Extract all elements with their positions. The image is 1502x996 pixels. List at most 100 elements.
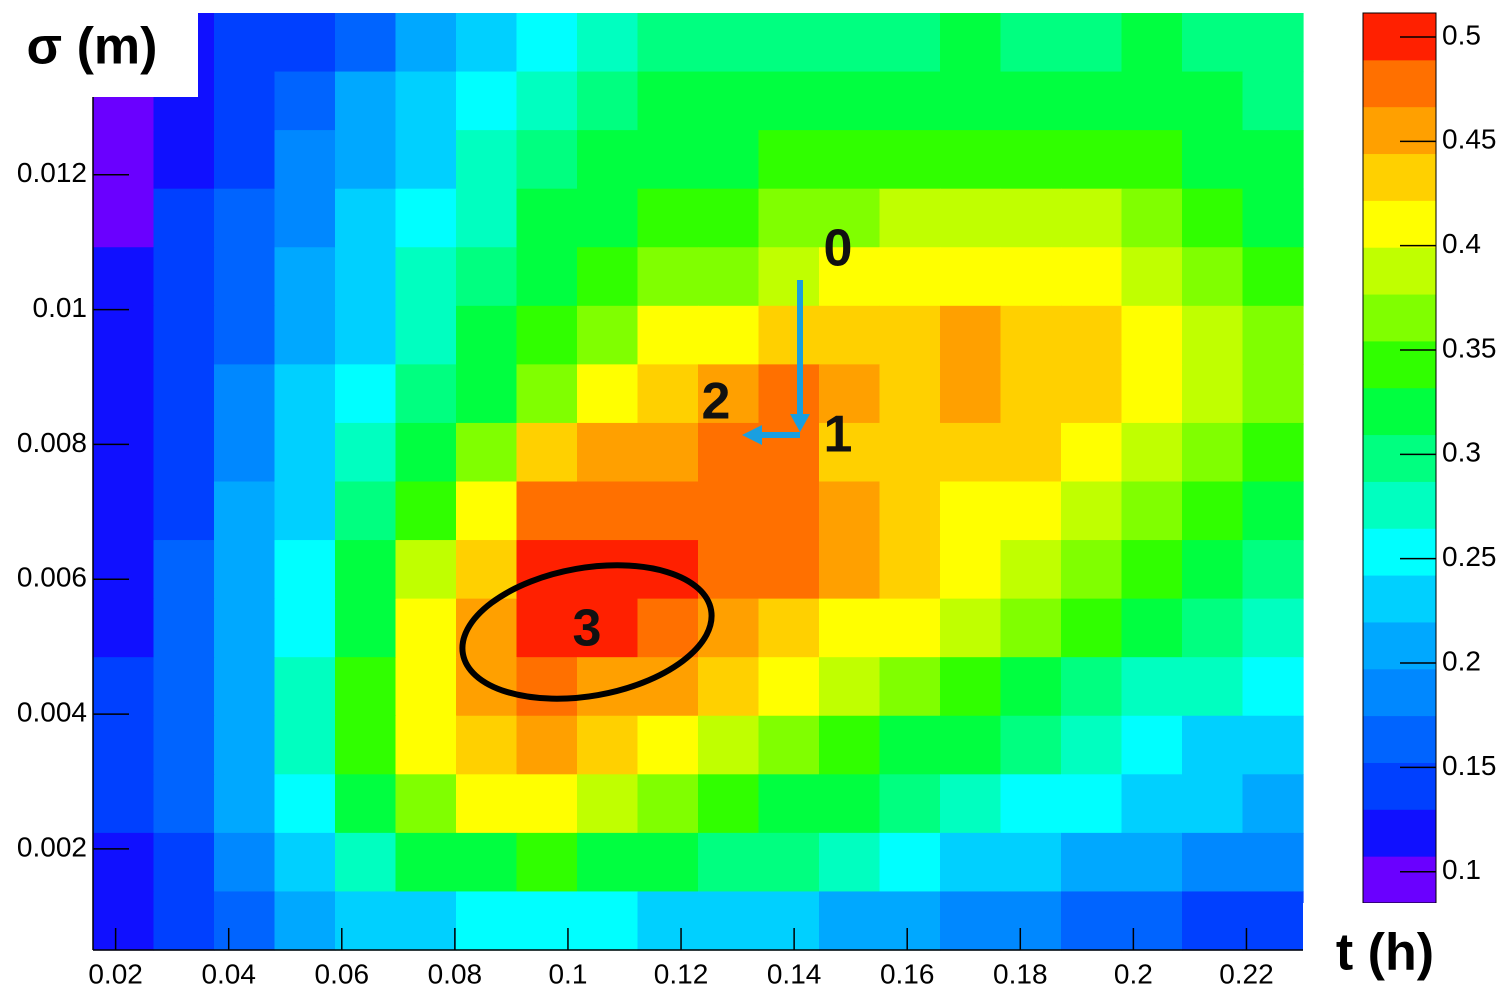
y-axis-title: σ (m) — [27, 18, 158, 76]
x-tick-label: 0.08 — [428, 958, 483, 989]
cell — [819, 657, 881, 717]
cell — [879, 305, 941, 365]
cell — [395, 247, 457, 307]
cell — [93, 305, 155, 365]
cell — [577, 188, 639, 248]
cell — [1182, 481, 1244, 541]
cell — [1121, 422, 1183, 483]
cell — [1061, 188, 1123, 248]
cell — [1061, 715, 1123, 775]
cell — [758, 71, 820, 131]
cell — [637, 305, 699, 365]
annotation: 1 — [824, 406, 853, 464]
cell — [516, 13, 578, 73]
cell — [879, 540, 941, 600]
cell — [698, 13, 760, 73]
cell — [214, 832, 276, 893]
cell — [274, 130, 336, 190]
cell — [940, 130, 1002, 190]
cell — [637, 13, 699, 73]
cell — [1121, 188, 1183, 248]
cell — [1000, 715, 1062, 775]
cell — [1061, 247, 1123, 307]
cell — [456, 774, 518, 834]
cell — [1000, 598, 1062, 658]
cell — [93, 891, 155, 951]
cell — [1242, 422, 1304, 483]
cell — [879, 657, 941, 717]
cell — [395, 71, 457, 131]
cell — [940, 13, 1002, 73]
cell — [1242, 481, 1304, 541]
cell — [274, 481, 336, 541]
cell — [93, 130, 155, 190]
x-tick-label: 0.12 — [654, 958, 709, 989]
cell — [940, 305, 1002, 365]
cell — [819, 305, 881, 365]
colorbar-band — [1363, 153, 1436, 201]
cell — [1000, 13, 1062, 73]
cell — [335, 598, 397, 658]
cell — [758, 364, 820, 424]
colorbar-band — [1363, 809, 1436, 857]
cell — [456, 305, 518, 365]
cell — [93, 481, 155, 541]
cell — [395, 130, 457, 190]
colorbar-band — [1363, 387, 1436, 436]
cell — [577, 130, 639, 190]
cell — [274, 422, 336, 483]
cell — [1000, 891, 1062, 951]
cell — [93, 832, 155, 893]
cell — [1182, 657, 1244, 717]
colorbar-band — [1363, 106, 1436, 155]
cell — [214, 422, 276, 483]
cell — [698, 774, 760, 834]
cell — [1242, 657, 1304, 717]
cell — [214, 715, 276, 775]
cell — [1182, 71, 1244, 131]
cell — [214, 481, 276, 541]
z-tick-label: 0.15 — [1442, 750, 1497, 781]
cell — [637, 715, 699, 775]
cell — [1000, 422, 1062, 483]
annotations: 0 1 2 3 — [459, 220, 853, 702]
cell — [1182, 598, 1244, 658]
label-box — [0, 0, 198, 97]
annotation: 2 — [702, 373, 731, 431]
cell — [274, 832, 336, 893]
cell — [1242, 71, 1304, 131]
colorbar-band — [1363, 856, 1436, 904]
cell — [153, 598, 215, 658]
colorbar-band — [1363, 762, 1436, 810]
cell — [879, 71, 941, 131]
cell — [93, 774, 155, 834]
z-tick-label: 0.3 — [1442, 437, 1481, 468]
cell — [335, 481, 397, 541]
colorbar-band — [1363, 434, 1436, 482]
cell — [153, 891, 215, 951]
cell — [93, 422, 155, 483]
cell — [758, 774, 820, 834]
cell — [456, 832, 518, 893]
cell — [335, 891, 397, 951]
cell — [335, 657, 397, 717]
axes: 0.02 0.04 0.06 0.08 0.1 0.12 0.14 0.16 0.18 0.2 0.… — [17, 13, 1303, 989]
cell — [153, 774, 215, 834]
cell — [1061, 598, 1123, 658]
cell — [637, 247, 699, 307]
cell — [577, 891, 639, 951]
cell — [698, 71, 760, 131]
colorbar: 0.1 0.15 0.2 0.25 0.3 0.35 0.4 0.45 0.5 — [1362, 12, 1497, 904]
cell — [1121, 305, 1183, 365]
cell — [456, 130, 518, 190]
y-tick-label: 0.004 — [17, 696, 87, 727]
cell — [1121, 364, 1183, 424]
cell — [758, 832, 820, 893]
cell — [698, 715, 760, 775]
cell — [758, 13, 820, 73]
cell — [819, 247, 881, 307]
cell — [577, 832, 639, 893]
cell — [758, 130, 820, 190]
label-box — [1303, 903, 1502, 996]
